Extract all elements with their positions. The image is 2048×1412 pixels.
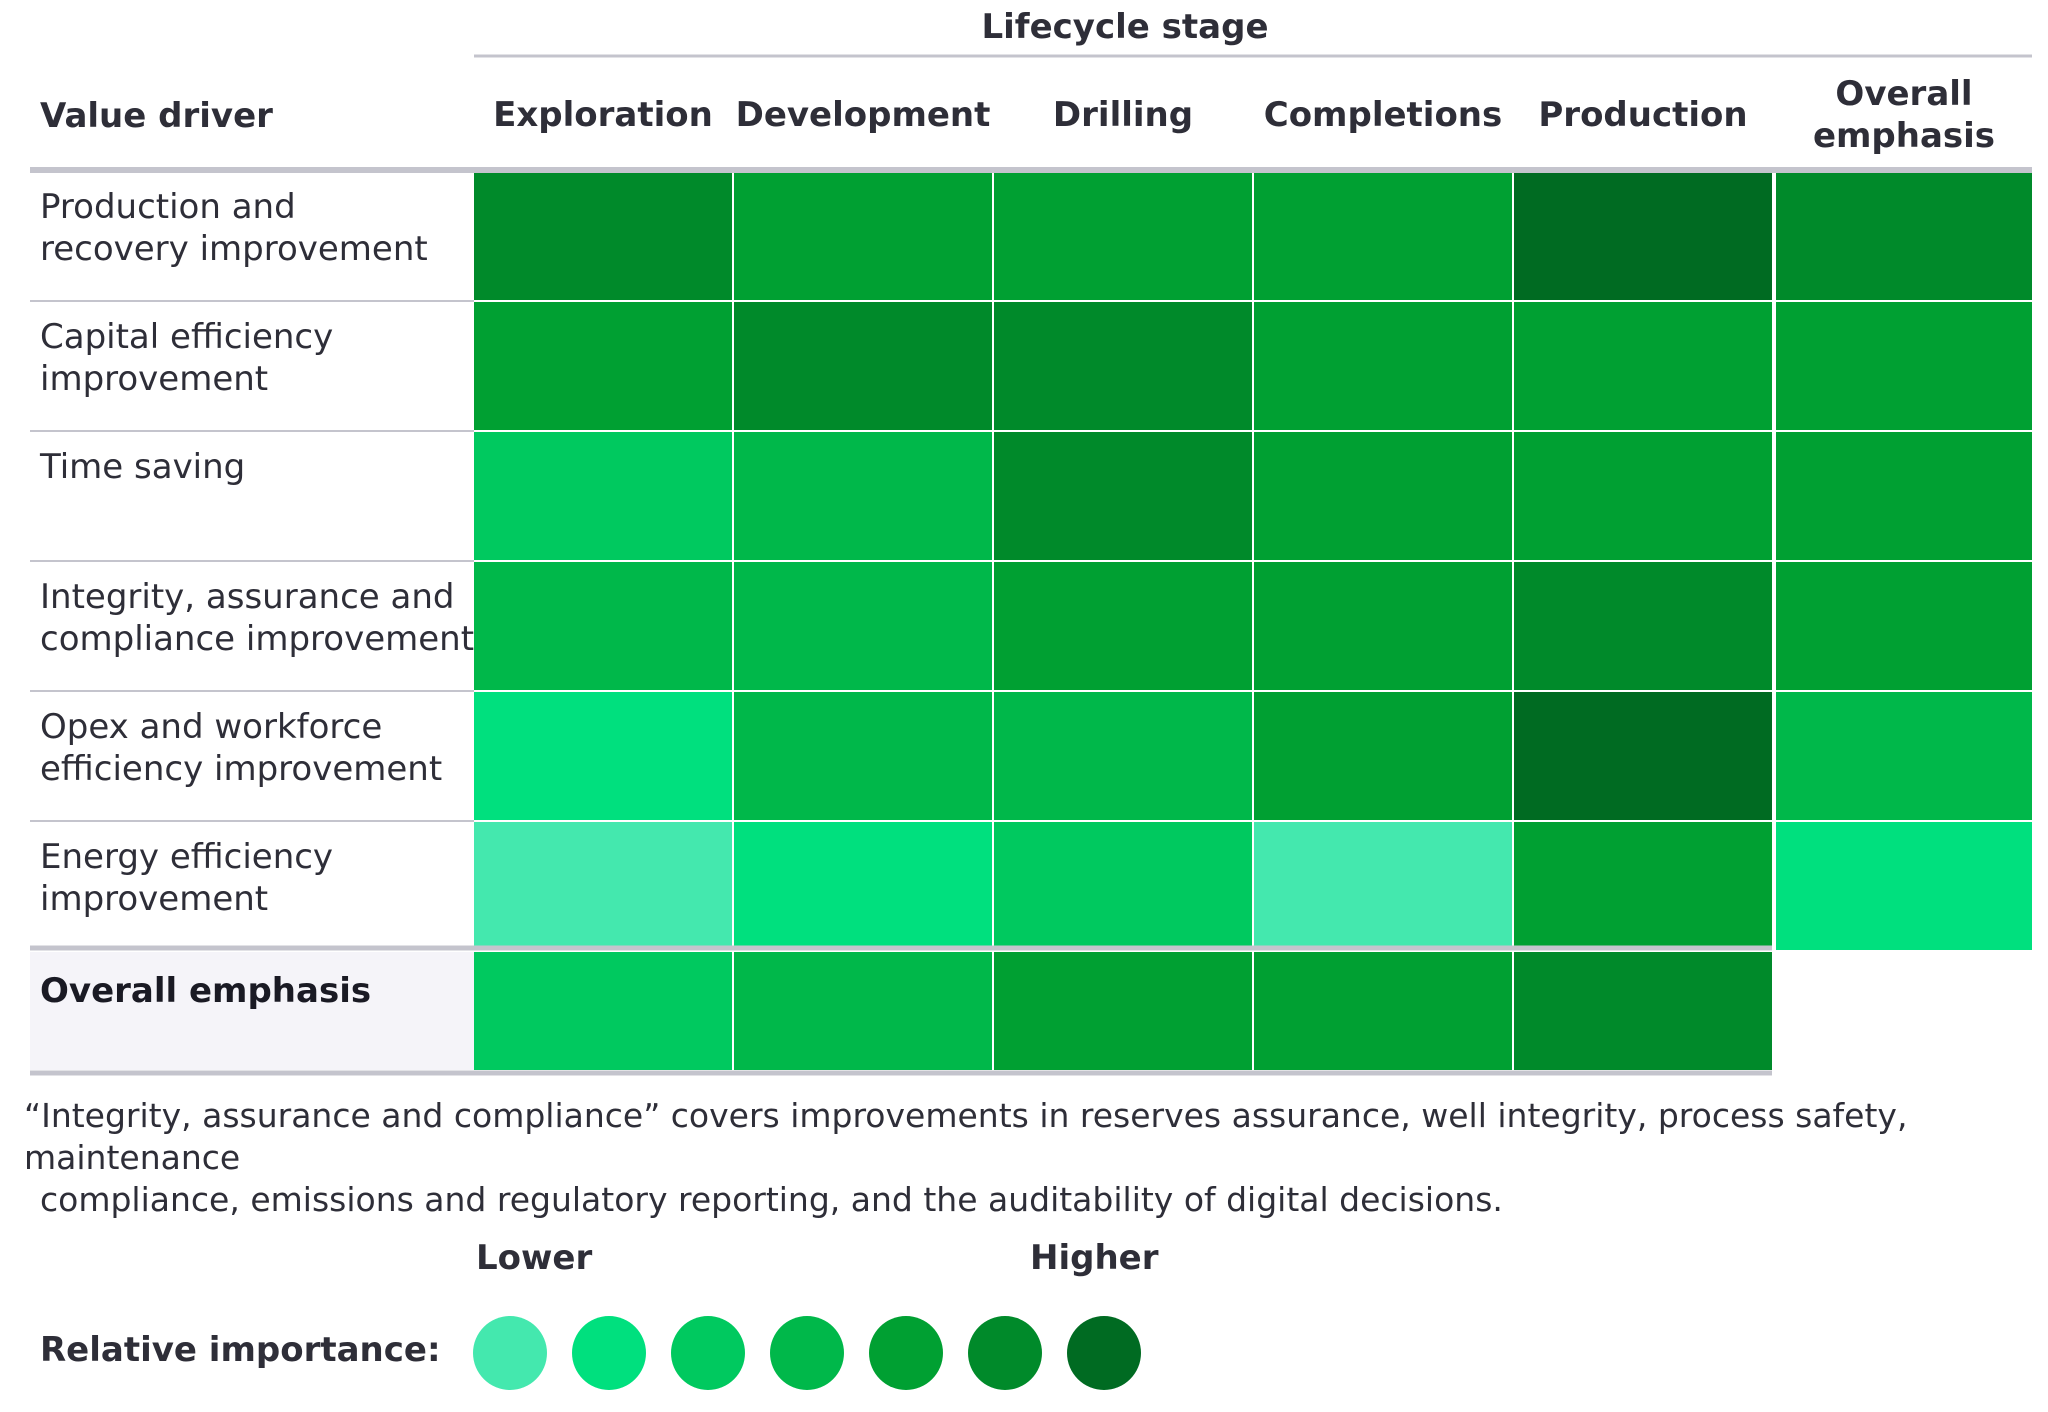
footnote-line-2: compliance, emissions and regulatory rep… [40, 1180, 1503, 1219]
heatmap-cell [474, 822, 732, 950]
row-header-label: Value driver [40, 96, 273, 136]
heatmap-cell [1514, 302, 1772, 430]
overall-column-cell [1776, 302, 2032, 430]
heatmap-cell [994, 562, 1252, 690]
overall-row-label: Overall emphasis [40, 971, 371, 1011]
column-label-development: Development [736, 95, 991, 135]
legend-dot-level-3 [671, 1316, 745, 1390]
heatmap-cell [994, 172, 1252, 300]
row-label-line: Production and [40, 187, 296, 227]
heatmap-cell [734, 432, 992, 560]
row-label-line: Opex and workforce [40, 707, 382, 747]
overall-column-cell [1776, 172, 2032, 300]
heatmap-cell [734, 302, 992, 430]
column-label-production: Production [1538, 95, 1747, 135]
heatmap-cell [1254, 302, 1512, 430]
heatmap-cell [1514, 562, 1772, 690]
row-label-line: Energy efficiency [40, 837, 333, 877]
heatmap-cell [1254, 172, 1512, 300]
overall-row-cell [1254, 952, 1512, 1070]
overall-column-label-line: emphasis [1813, 116, 1995, 156]
heatmap-cell [1254, 562, 1512, 690]
overall-row-cell [734, 952, 992, 1070]
heatmap-cell [474, 562, 732, 690]
heatmap-cell [1514, 172, 1772, 300]
heatmap-cell [994, 302, 1252, 430]
legend-dot-level-6 [968, 1316, 1042, 1390]
legend-dot-level-4 [770, 1316, 844, 1390]
row-label-line: improvement [40, 359, 268, 399]
heatmap-cell [994, 432, 1252, 560]
heatmap-cell [994, 822, 1252, 950]
overall-column-cell [1776, 432, 2032, 560]
legend-dot-level-7 [1067, 1316, 1141, 1390]
legend-higher-label: Higher [1030, 1238, 1159, 1278]
row-label-line: improvement [40, 879, 268, 919]
overall-row-cell [474, 952, 732, 1070]
legend-dot-level-5 [869, 1316, 943, 1390]
row-label-line: Capital efficiency [40, 317, 333, 357]
legend-dot-level-2 [572, 1316, 646, 1390]
heatmap-cell [1254, 692, 1512, 820]
heatmap-cell [1514, 432, 1772, 560]
heatmap-cell [1254, 432, 1512, 560]
overall-column-cell [1776, 692, 2032, 820]
footnote-line-1: “Integrity, assurance and compliance” co… [24, 1096, 1908, 1177]
heatmap-cell [474, 692, 732, 820]
column-label-drilling: Drilling [1053, 95, 1193, 135]
heatmap-cell [1254, 822, 1512, 950]
row-label-line: Integrity, assurance and [40, 577, 454, 617]
column-label-completions: Completions [1264, 95, 1503, 135]
row-label-line: compliance improvement [40, 619, 474, 659]
column-group-label: Lifecycle stage [981, 7, 1268, 47]
legend-lower-label: Lower [476, 1238, 593, 1278]
column-label-exploration: Exploration [493, 95, 713, 135]
footnote: “Integrity, assurance and compliance” co… [24, 1095, 2034, 1221]
heatmap-cell [1514, 692, 1772, 820]
heatmap-cell [994, 692, 1252, 820]
legend-title: Relative importance: [40, 1330, 441, 1370]
row-label-line: recovery improvement [40, 229, 428, 269]
heatmap-cell [734, 562, 992, 690]
overall-column-label-line: Overall [1835, 74, 1972, 114]
heatmap-cell [734, 822, 992, 950]
overall-row-cell [1514, 952, 1772, 1070]
heatmap-cell [1514, 822, 1772, 950]
heatmap-cell [474, 172, 732, 300]
heatmap-cell [474, 432, 732, 560]
overall-row-cell [994, 952, 1252, 1070]
overall-column-cell [1776, 562, 2032, 690]
overall-row-label-background [30, 952, 474, 1070]
heatmap-cell [734, 692, 992, 820]
legend-dot-level-1 [473, 1316, 547, 1390]
row-label-line: Time saving [39, 447, 245, 487]
heatmap-chart: Lifecycle stage Value driver Exploration De… [30, 7, 2032, 1076]
heatmap-cell [474, 302, 732, 430]
row-label-line: efficiency improvement [40, 749, 442, 789]
heatmap-cell [734, 172, 992, 300]
overall-column-cell [1776, 822, 2032, 950]
